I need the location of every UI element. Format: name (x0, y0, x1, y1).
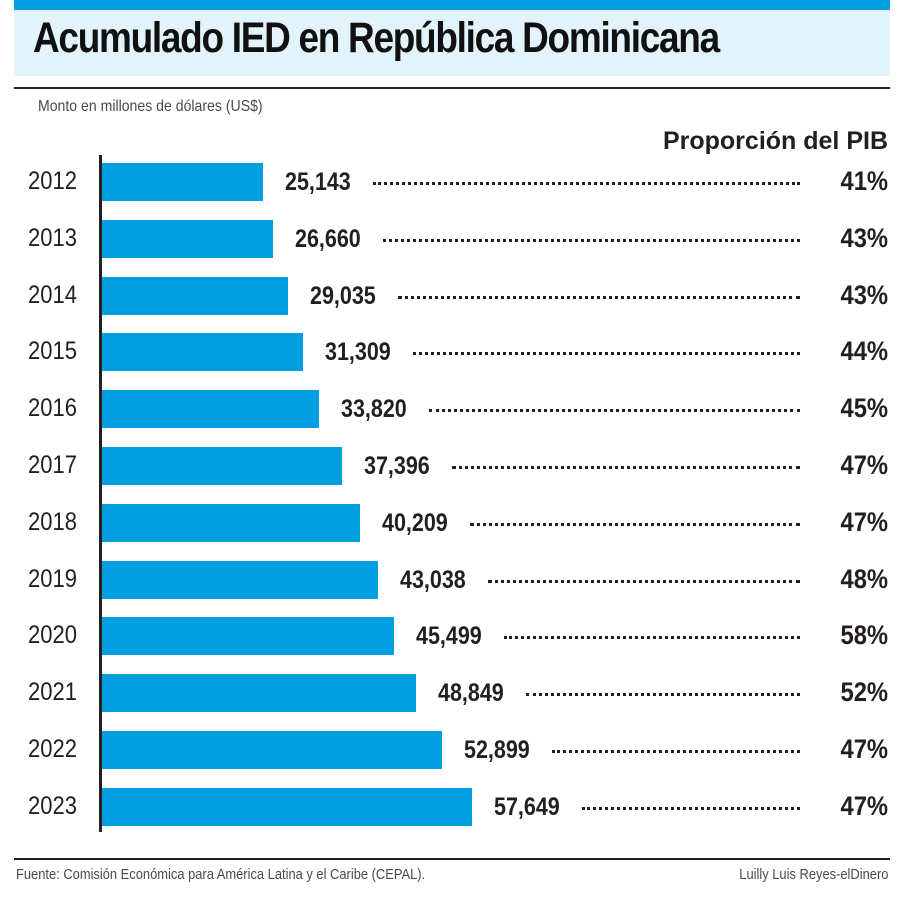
dotted-leader-line (398, 295, 800, 299)
pib-column-header: Proporción del PIB (662, 127, 888, 155)
bar-row: 2014 29,035 43% (0, 276, 900, 317)
y-tick-label: 2022 (28, 735, 77, 763)
header-divider (14, 87, 890, 89)
bar (102, 276, 289, 315)
bar (102, 674, 416, 713)
chart-title: Acumulado IED en República Dominicana (33, 14, 720, 62)
bar-row: 2015 31,309 44% (0, 333, 900, 373)
source-note: Fuente: Comisión Económica para América … (16, 866, 426, 883)
bar-row: 2017 37,396 47% (0, 447, 900, 487)
bar (102, 219, 274, 258)
pib-percent-label: 47% (840, 790, 888, 821)
value-label: 43,038 (400, 565, 466, 594)
pib-percent-label: 47% (840, 450, 888, 480)
pib-percent-label: 45% (840, 393, 888, 424)
bar (102, 731, 442, 769)
dotted-leader-line (452, 466, 800, 469)
dotted-leader-line (429, 409, 800, 413)
dotted-leader-line (582, 806, 800, 810)
y-tick-label: 2012 (28, 167, 77, 195)
y-tick-label: 2017 (28, 451, 77, 479)
value-label: 29,035 (310, 281, 377, 310)
bar-row: 2022 52,899 47% (0, 731, 900, 771)
value-label: 48,849 (437, 679, 504, 708)
bar-row: 2019 43,038 48% (0, 560, 900, 601)
bar-row: 2013 26,660 43% (0, 219, 900, 260)
bar-row: 2016 33,820 45% (0, 390, 900, 430)
bar-row: 2020 45,499 58% (0, 617, 900, 657)
footer-divider (14, 858, 890, 860)
dotted-leader-line (504, 636, 800, 640)
bar (102, 447, 342, 485)
dotted-leader-line (412, 352, 800, 356)
pib-percent-label: 48% (840, 563, 888, 594)
y-tick-label: 2021 (28, 678, 77, 707)
pib-percent-label: 47% (840, 506, 888, 537)
value-label: 40,209 (382, 508, 448, 537)
y-tick-label: 2018 (28, 507, 77, 536)
y-tick-label: 2015 (28, 337, 77, 366)
value-label: 57,649 (494, 792, 560, 821)
bar-row: 2012 25,143 41% (0, 163, 900, 203)
pib-percent-label: 47% (840, 734, 888, 764)
chart-subtitle: Monto en millones de dólares (US$) (38, 98, 263, 115)
bar (102, 503, 361, 542)
pib-percent-label: 41% (840, 166, 888, 196)
pib-percent-label: 44% (840, 336, 888, 367)
bar (102, 390, 320, 429)
dotted-leader-line (551, 750, 800, 753)
dotted-leader-line (470, 522, 800, 526)
value-label: 31,309 (324, 338, 391, 367)
y-tick-label: 2016 (28, 394, 77, 423)
bar (102, 787, 472, 826)
y-tick-label: 2019 (28, 564, 77, 593)
bar (102, 560, 379, 599)
pib-percent-label: 52% (840, 677, 888, 708)
dotted-leader-line (525, 693, 800, 697)
y-tick-label: 2020 (28, 621, 77, 650)
pib-percent-label: 58% (840, 620, 888, 651)
bar-row: 2023 57,649 47% (0, 787, 900, 828)
value-label: 37,396 (364, 452, 430, 480)
y-tick-label: 2023 (28, 791, 77, 820)
y-tick-label: 2013 (28, 223, 77, 252)
bar (102, 617, 395, 656)
pib-percent-label: 43% (840, 222, 888, 253)
value-label: 33,820 (341, 395, 407, 424)
dotted-leader-line (488, 579, 800, 583)
bar (102, 333, 303, 372)
pib-percent-label: 43% (840, 279, 888, 310)
author-credit: Luilly Luis Reyes-elDinero (738, 866, 888, 883)
top-accent-bar (14, 0, 890, 10)
value-label: 25,143 (285, 168, 352, 196)
title-banner (14, 10, 890, 76)
dotted-leader-line (383, 238, 800, 242)
bar-row: 2021 48,849 52% (0, 674, 900, 714)
value-label: 26,660 (295, 224, 361, 253)
y-axis-line (99, 155, 102, 832)
value-label: 52,899 (463, 736, 530, 764)
y-tick-label: 2014 (28, 280, 77, 309)
dotted-leader-line (373, 182, 800, 185)
bar (102, 163, 264, 201)
value-label: 45,499 (416, 622, 482, 651)
bar-row: 2018 40,209 47% (0, 503, 900, 544)
